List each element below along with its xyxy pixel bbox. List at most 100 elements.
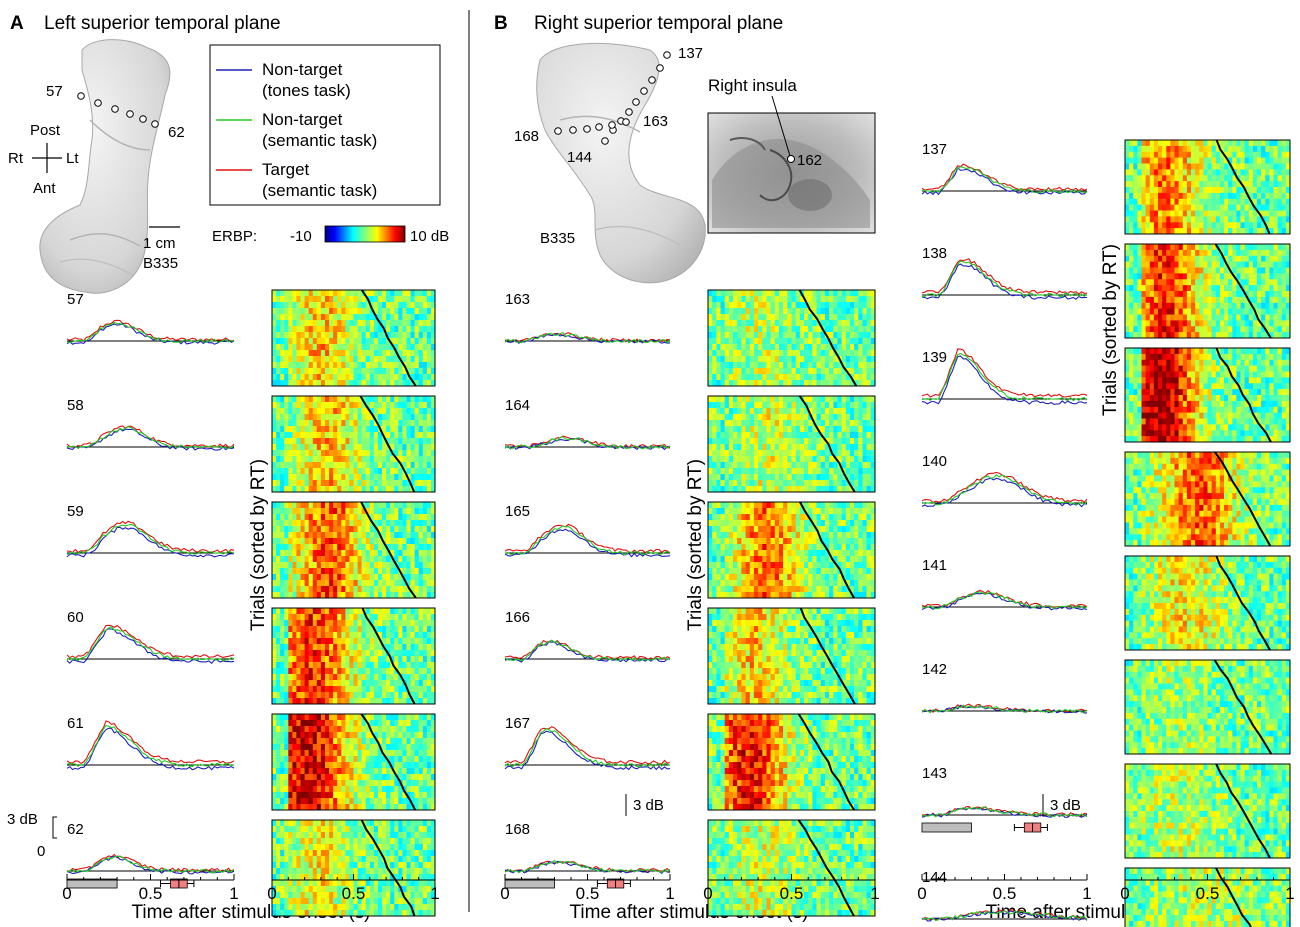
raster-cell [333, 568, 338, 575]
raster-cell [365, 786, 371, 793]
raster-cell [858, 444, 863, 451]
raster-cell [720, 396, 726, 403]
raster-cell [284, 744, 289, 751]
raster-cell [312, 720, 318, 727]
raster-cell [418, 714, 424, 721]
raster-cell [312, 402, 318, 409]
raster-cell [382, 650, 387, 657]
raster-cell [716, 426, 721, 433]
raster-cell [296, 614, 301, 621]
raster-cell [845, 396, 851, 403]
raster-cell [308, 862, 314, 869]
raster-cell [304, 320, 310, 327]
raster-cell [382, 714, 387, 721]
raster-cell [349, 674, 354, 681]
raster-cell [720, 326, 726, 333]
raster-cell [787, 338, 792, 345]
raster-cell [390, 408, 395, 415]
raster-cell [357, 468, 363, 475]
raster-cell [824, 338, 830, 345]
raster-cell [829, 438, 834, 445]
raster-cell [410, 774, 416, 781]
raster-cell [329, 738, 334, 745]
raster-cell [292, 520, 297, 527]
trace-line [66, 720, 235, 765]
legend-sub: (semantic task) [262, 131, 377, 150]
raster-cell [276, 314, 281, 321]
raster-cell [308, 302, 314, 309]
raster-cell [386, 644, 391, 651]
raster-cell [365, 426, 371, 433]
raster-cell [337, 302, 342, 309]
raster-cell [304, 686, 310, 693]
raster-cell [426, 474, 432, 481]
raster-cell [762, 356, 767, 363]
raster-cell [365, 368, 371, 375]
raster-cell [422, 396, 428, 403]
raster-cell [774, 426, 780, 433]
raster-cell [862, 426, 868, 433]
raster-cell [312, 556, 318, 563]
raster-cell [829, 402, 834, 409]
raster-cell [361, 344, 367, 351]
raster-cell [762, 408, 767, 415]
raster-cell [316, 450, 322, 457]
raster-cell [337, 374, 342, 381]
raster-cell [728, 362, 734, 369]
raster-cell [382, 532, 387, 539]
raster-cell [296, 732, 301, 739]
raster-cell [353, 804, 358, 811]
raster-cell [406, 786, 411, 793]
raster-cell [816, 296, 822, 303]
raster-cell [762, 438, 767, 445]
raster-cell [361, 296, 367, 303]
raster-cell [349, 786, 354, 793]
raster-cell [733, 344, 738, 351]
raster-cell [398, 408, 403, 415]
raster-cell [430, 632, 436, 639]
raster-cell [382, 402, 387, 409]
raster-cell [824, 320, 830, 327]
raster-cell [406, 680, 411, 687]
raster-cell [329, 614, 334, 621]
raster-cell [373, 296, 379, 303]
raster-cell [390, 414, 395, 421]
raster-cell [292, 414, 297, 421]
raster-cell [288, 432, 293, 439]
raster-cell [292, 820, 297, 827]
raster-cell [394, 426, 399, 433]
raster-cell [426, 350, 432, 357]
raster-cell [422, 668, 428, 675]
raster-cell [422, 420, 428, 427]
raster-cell [353, 620, 358, 627]
raster-cell [418, 568, 424, 575]
raster-cell [276, 480, 281, 487]
raster-cell [708, 438, 713, 445]
raster-cell [300, 532, 305, 539]
raster-cell [430, 862, 436, 869]
raster-cell [365, 302, 371, 309]
raster-cell [833, 432, 838, 439]
raster-cell [316, 408, 322, 415]
raster-cell [858, 408, 863, 415]
raster-cell [272, 450, 277, 457]
raster-cell [353, 520, 358, 527]
raster-cell [708, 332, 713, 339]
raster-cell [329, 474, 334, 481]
raster-cell [280, 832, 285, 839]
raster-cell [749, 296, 755, 303]
raster-cell [349, 720, 354, 727]
raster-cell [288, 614, 293, 621]
raster-cell [398, 838, 403, 845]
raster-cell [337, 714, 342, 721]
raster-cell [320, 626, 326, 633]
raster-cell [430, 568, 436, 575]
raster-cell [398, 474, 403, 481]
raster-cell [349, 544, 354, 551]
raster-cell [430, 544, 436, 551]
raster-cell [870, 426, 876, 433]
raster-cell [373, 792, 379, 799]
raster-cell [272, 826, 277, 833]
raster-cell [304, 832, 310, 839]
raster-cell [272, 438, 277, 445]
